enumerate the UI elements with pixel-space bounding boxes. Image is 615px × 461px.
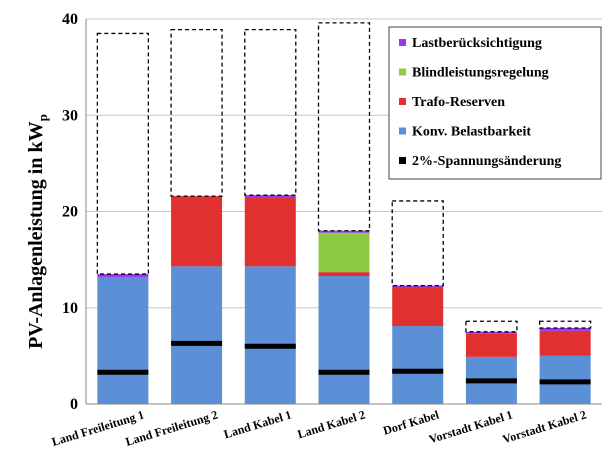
legend-box [388, 26, 602, 180]
bar-segment-trafo-reserven [392, 287, 444, 327]
bars [96, 22, 592, 404]
bar-segment-konv-belastbarkeit [392, 326, 444, 404]
bar-segment-trafo-reserven [171, 196, 223, 267]
bar-segment-lastber-cksichtigung [97, 274, 149, 277]
bar-segment-lastber-cksichtigung [539, 327, 591, 331]
legend-label: Konv. Belastbarkeit [412, 125, 531, 140]
y-tick-label: 20 [62, 204, 78, 221]
dashed-potential-box [244, 28, 297, 196]
bar-segment-trafo-reserven [465, 333, 517, 357]
bar-segment-konv-belastbarkeit [97, 276, 149, 404]
dashed-potential-box [317, 22, 371, 232]
legend-swatch [399, 39, 406, 46]
legend-swatch [399, 157, 406, 164]
bar-segment-trafo-reserven [539, 330, 591, 356]
axes [85, 19, 602, 405]
y-tick-label: 40 [62, 11, 78, 28]
bar-segment-trafo-reserven [318, 272, 370, 276]
legend-swatch [399, 98, 406, 105]
bar-segment-lastber-cksichtigung [465, 331, 517, 334]
bar-segment-blindleistungsregelung [318, 232, 370, 273]
legend-swatch [399, 127, 406, 135]
dashed-potential-box [391, 200, 444, 287]
legend-label: Trafo-Reserven [412, 95, 505, 110]
legend-label: Blindleistungsregelung [412, 66, 549, 81]
dashed-potential-box [96, 32, 150, 275]
bar-segment-lastber-cksichtigung [392, 285, 444, 288]
y-tick-label: 10 [62, 300, 78, 317]
dashed-potential-box [170, 28, 223, 197]
bar-segment-konv-belastbarkeit [244, 266, 296, 404]
legend-label: Lastberücksichtigung [412, 36, 542, 51]
bar-segment-konv-belastbarkeit [171, 266, 223, 404]
legend-label: 2%-Spannungsänderung [412, 154, 561, 169]
legend-swatch [399, 68, 406, 76]
y-tick-label: 30 [62, 107, 78, 124]
y-tick-labels: 0 10 20 30 40 [62, 11, 78, 413]
bar-segment-lastber-cksichtigung [318, 230, 370, 233]
y-axis-label-text: PV-Anlagenleistung in kWp [25, 114, 50, 349]
y-tick-label: 0 [70, 396, 78, 413]
dashed-potential-box [465, 320, 518, 333]
dashed-potential-box [538, 320, 592, 329]
bar-segment-trafo-reserven [244, 197, 296, 267]
bar-segment-konv-belastbarkeit [318, 275, 370, 404]
bar-segment-lastber-cksichtigung [244, 195, 296, 198]
legend: Lastberücksichtigung Blindleistungsregelu… [388, 26, 602, 180]
y-axis-label: PV-Anlagenleistung in kWp [25, 114, 50, 349]
